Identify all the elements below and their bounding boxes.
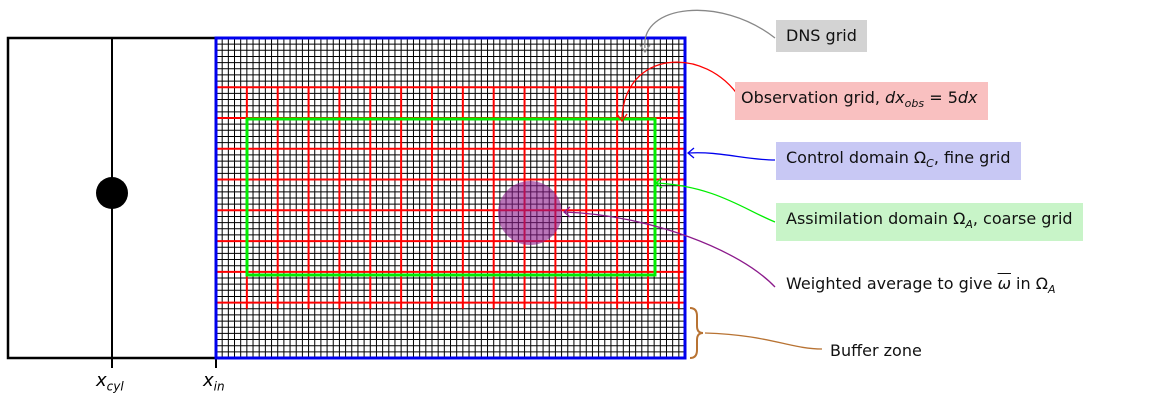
buffer-zone-text: Buffer zone <box>830 341 922 360</box>
assim-connector <box>655 182 776 223</box>
assimilation-domain-box <box>245 117 657 277</box>
dns-arrowhead <box>639 44 651 54</box>
dns-connector <box>644 9 776 49</box>
weighted-average-label: Weighted average to give ω in ΩA <box>786 274 1055 300</box>
control-connector <box>687 152 776 161</box>
observation-grid-label: Observation grid, dxobs = 5dx <box>735 82 988 121</box>
buffer-brace <box>689 307 704 359</box>
x-cyl-base: x <box>96 370 107 391</box>
control-arrowhead <box>686 147 695 159</box>
observation-dx-tail: dx <box>957 88 978 107</box>
assimilation-domain-suffix: , coarse grid <box>972 209 1073 228</box>
assimilation-domain-label: Assimilation domain ΩA, coarse grid <box>776 203 1083 242</box>
observation-grid-text: Observation grid, <box>741 88 886 107</box>
x-in-sub: in <box>213 379 225 394</box>
observation-dx: dx <box>885 88 905 107</box>
control-domain-suffix: , fine grid <box>933 148 1011 167</box>
dns-grid-text: DNS grid <box>786 26 857 45</box>
weighted-average-sub: A <box>1047 283 1056 297</box>
control-domain-label: Control domain ΩC, fine grid <box>776 142 1021 181</box>
buffer-connector <box>704 332 823 350</box>
control-domain-text: Control domain Ω <box>786 148 927 167</box>
weighted-average-text: Weighted average to give <box>786 274 998 293</box>
x-cyl-sub: cyl <box>106 379 124 394</box>
x-in-axis-label: xin <box>203 370 225 394</box>
observation-dx-sub: obs <box>904 97 925 111</box>
weighted-omega: ω <box>997 274 1011 293</box>
observation-connector <box>621 61 741 119</box>
assimilation-domain-text: Assimilation domain Ω <box>786 209 966 228</box>
weighted-connector <box>563 211 776 288</box>
control-domain-box <box>214 36 687 360</box>
buffer-zone-label: Buffer zone <box>830 341 922 361</box>
assimilation-domain-sub: A <box>965 218 973 232</box>
x-cyl-axis-label: xcyl <box>96 370 124 394</box>
observation-arrowhead <box>616 113 628 123</box>
dns-grid-label: DNS grid <box>776 20 867 52</box>
dns-grid <box>216 38 685 358</box>
weighted-average-mid: in Ω <box>1010 274 1048 293</box>
weighted-average-disc <box>498 181 562 245</box>
assim-arrowhead <box>654 177 663 189</box>
x-in-base: x <box>203 370 214 391</box>
control-domain-sub: C <box>926 157 934 171</box>
weighted-arrowhead <box>562 206 571 218</box>
observation-eq: = 5 <box>924 88 958 107</box>
cylinder <box>96 177 128 209</box>
